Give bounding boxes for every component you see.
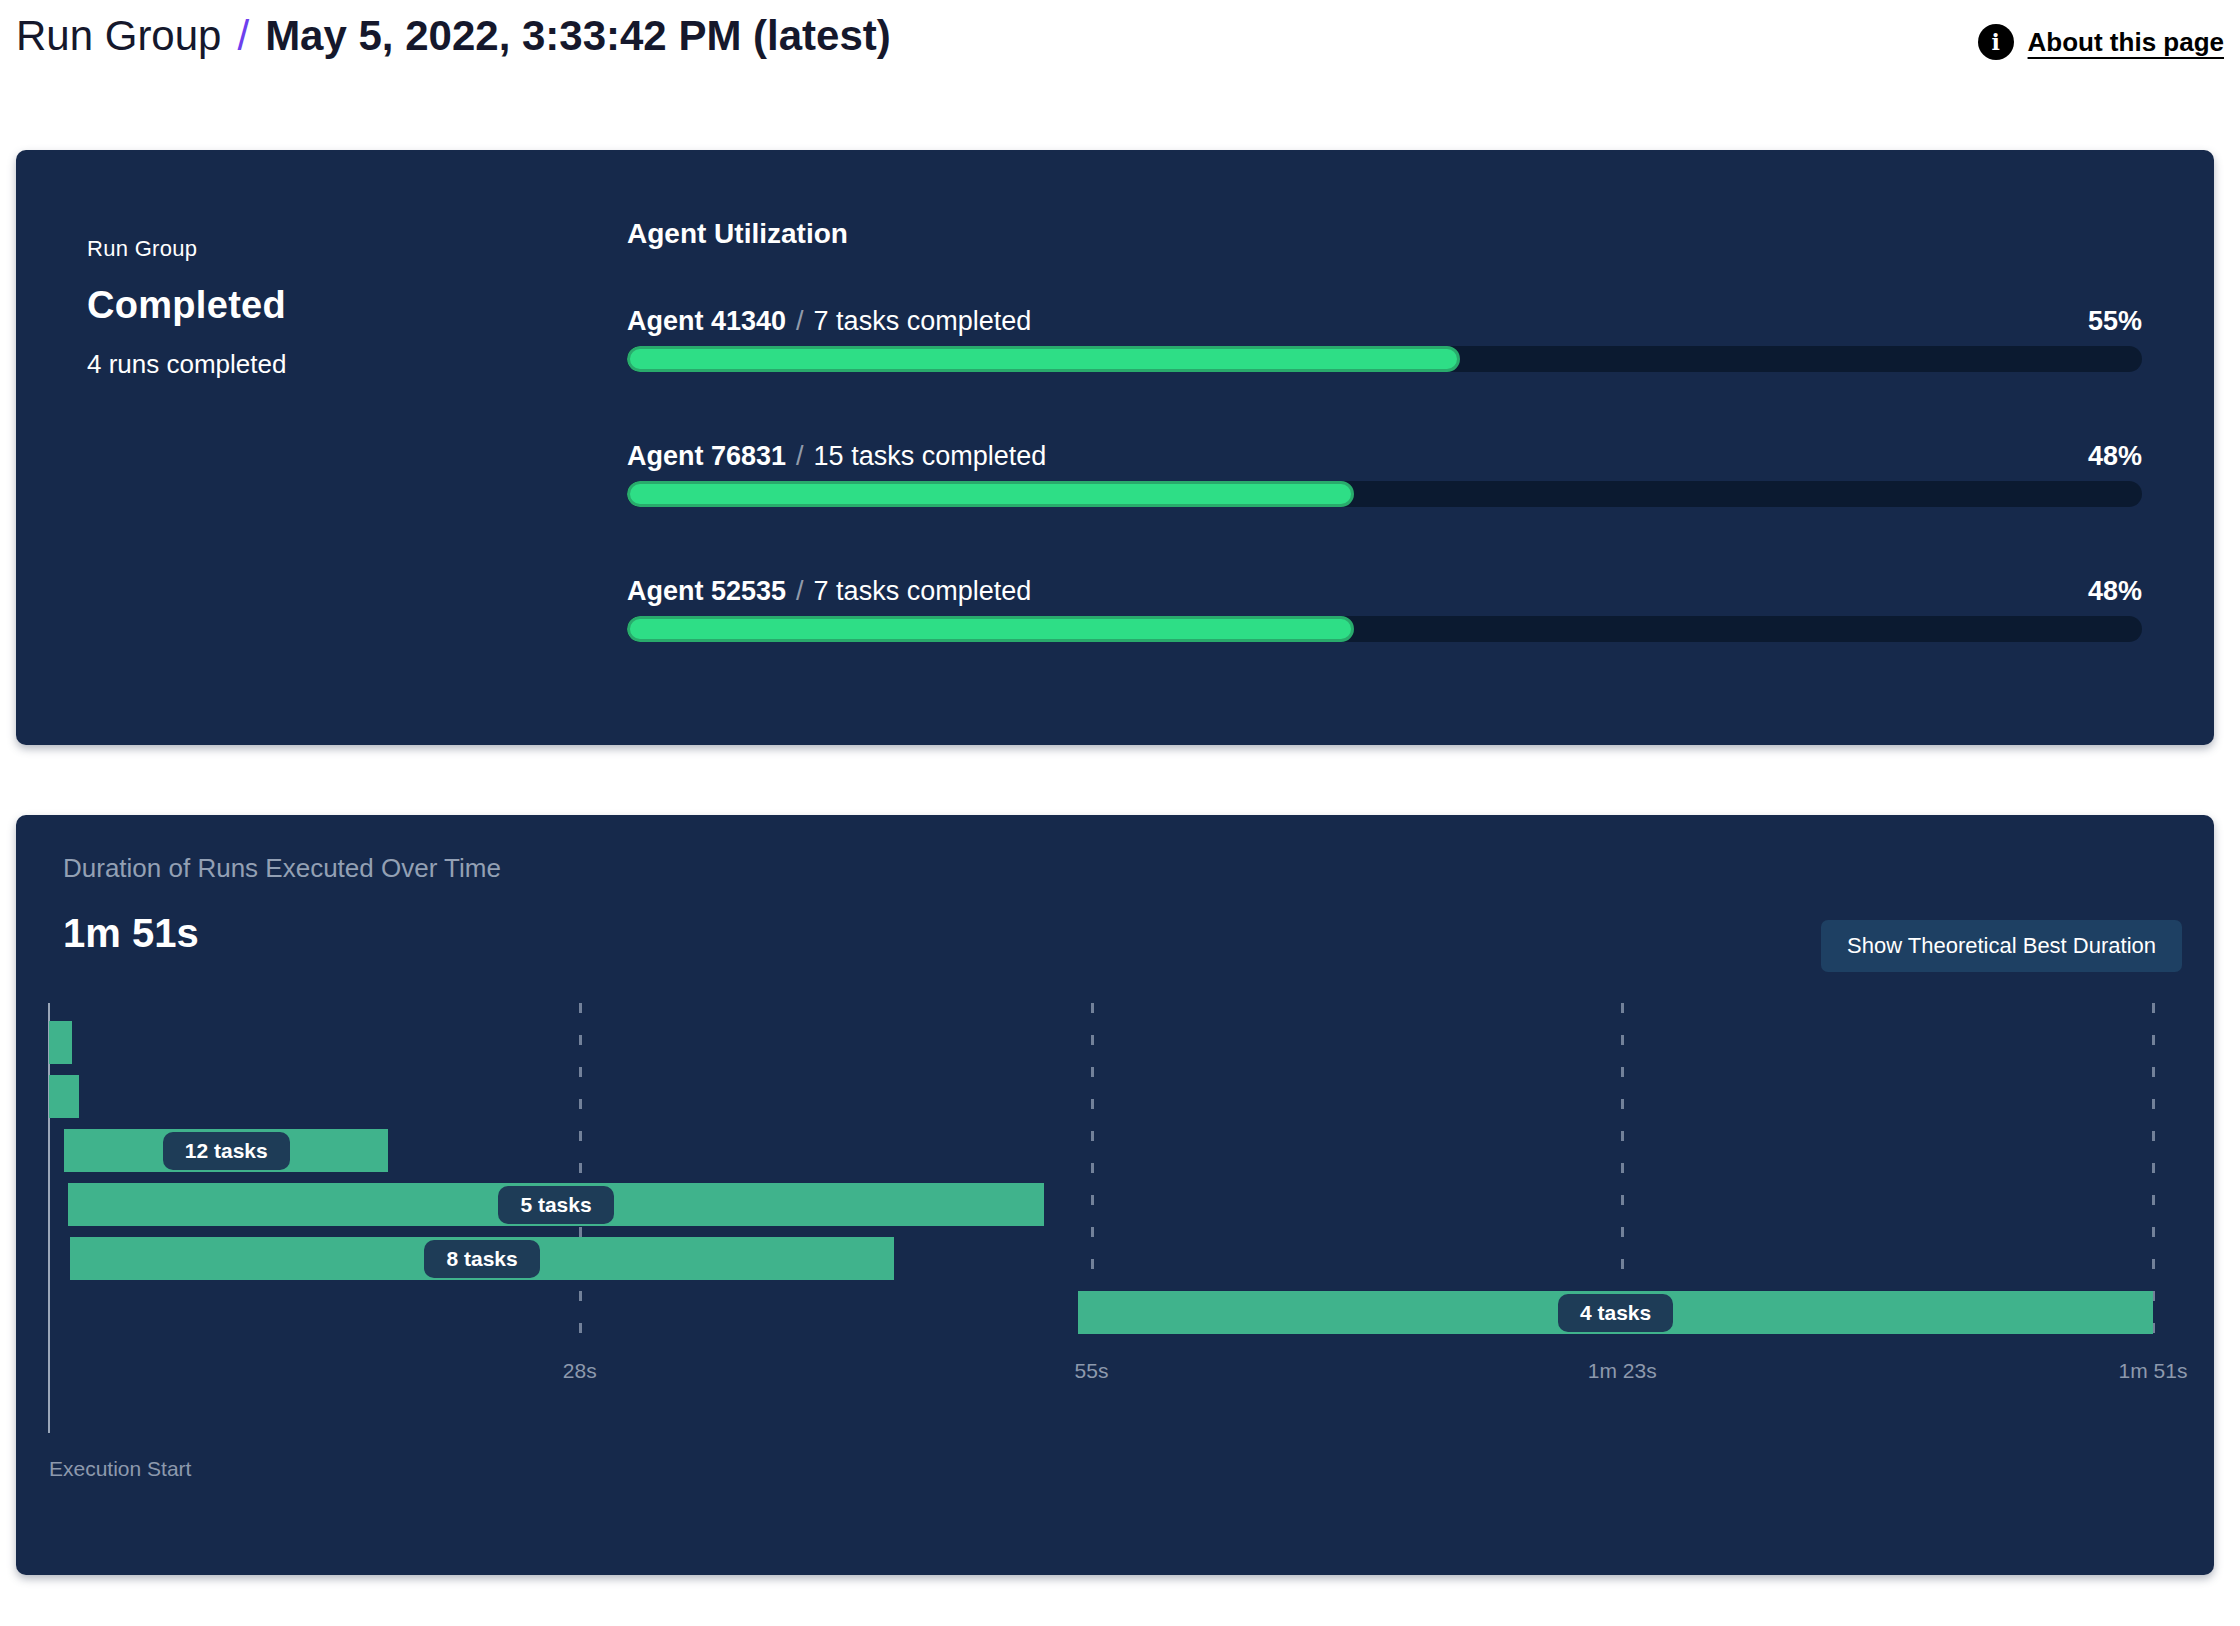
run-group-status: Completed <box>87 284 286 327</box>
x-tick-label: 1m 51s <box>2119 1359 2188 1383</box>
utilization-bar-track <box>627 481 2142 507</box>
execution-start-label: Execution Start <box>49 1457 191 1481</box>
utilization-bar-fill <box>627 616 1354 642</box>
utilization-bar-track <box>627 346 2142 372</box>
task-count-pill: 5 tasks <box>498 1186 613 1224</box>
agent-separator: / <box>796 305 804 337</box>
breadcrumb-run-group: Run Group <box>16 12 221 60</box>
gantt-chart: 28s 55s 1m 23s 1m 51s 12 tasks 5 tasks 8 tasks… <box>16 815 2214 1575</box>
gantt-bar[interactable] <box>49 1075 79 1118</box>
agent-row: Agent 76831 / 15 tasks completed 48% <box>627 440 2142 507</box>
run-group-summary: Run Group Completed 4 runs completed <box>87 236 286 380</box>
info-icon: i <box>1978 24 2014 60</box>
agent-tasks-completed: 7 tasks completed <box>814 575 1032 607</box>
breadcrumb-separator: / <box>237 12 249 60</box>
gantt-bar[interactable]: 12 tasks <box>64 1129 388 1172</box>
agent-name: Agent 76831 <box>627 440 786 472</box>
x-tick-label: 1m 23s <box>1588 1359 1657 1383</box>
summary-label: Run Group <box>87 236 286 262</box>
agent-name: Agent 41340 <box>627 305 786 337</box>
about-this-page-link[interactable]: i About this page <box>1978 24 2224 60</box>
agent-tasks-completed: 7 tasks completed <box>814 305 1032 337</box>
x-tick-label: 28s <box>563 1359 597 1383</box>
agent-tasks-completed: 15 tasks completed <box>814 440 1047 472</box>
gantt-bar[interactable]: 8 tasks <box>70 1237 895 1280</box>
utilization-bar-track <box>627 616 2142 642</box>
gantt-bar[interactable] <box>49 1021 72 1064</box>
breadcrumb: Run Group / May 5, 2022, 3:33:42 PM (lat… <box>16 12 891 60</box>
gantt-bar[interactable]: 5 tasks <box>68 1183 1044 1226</box>
utilization-bar-fill <box>627 346 1460 372</box>
agent-separator: / <box>796 575 804 607</box>
agent-row: Agent 41340 / 7 tasks completed 55% <box>627 305 2142 372</box>
runs-completed-count: 4 runs completed <box>87 349 286 380</box>
about-this-page-label: About this page <box>2028 27 2224 58</box>
agent-utilization-title: Agent Utilization <box>627 218 848 250</box>
run-group-summary-card: Run Group Completed 4 runs completed Age… <box>16 150 2214 745</box>
agent-row: Agent 52535 / 7 tasks completed 48% <box>627 575 2142 642</box>
agent-line: Agent 41340 / 7 tasks completed 55% <box>627 305 2142 337</box>
agent-line: Agent 52535 / 7 tasks completed 48% <box>627 575 2142 607</box>
agent-utilization-percent: 48% <box>2088 575 2142 607</box>
agent-name: Agent 52535 <box>627 575 786 607</box>
task-count-pill: 4 tasks <box>1558 1294 1673 1332</box>
agent-utilization-percent: 55% <box>2088 305 2142 337</box>
gridline-28s <box>579 1003 582 1353</box>
execution-start-axis-line <box>48 1003 50 1433</box>
gantt-bar[interactable]: 4 tasks <box>1078 1291 2153 1334</box>
agent-utilization-percent: 48% <box>2088 440 2142 472</box>
agent-separator: / <box>796 440 804 472</box>
x-tick-label: 55s <box>1075 1359 1109 1383</box>
page-title: May 5, 2022, 3:33:42 PM (latest) <box>265 12 891 60</box>
page-header: Run Group / May 5, 2022, 3:33:42 PM (lat… <box>0 0 2240 100</box>
utilization-bar-fill <box>627 481 1354 507</box>
task-count-pill: 8 tasks <box>424 1240 539 1278</box>
duration-chart-card: Duration of Runs Executed Over Time 1m 5… <box>16 815 2214 1575</box>
agent-line: Agent 76831 / 15 tasks completed 48% <box>627 440 2142 472</box>
task-count-pill: 12 tasks <box>163 1132 290 1170</box>
page: Run Group / May 5, 2022, 3:33:42 PM (lat… <box>0 0 2240 1626</box>
